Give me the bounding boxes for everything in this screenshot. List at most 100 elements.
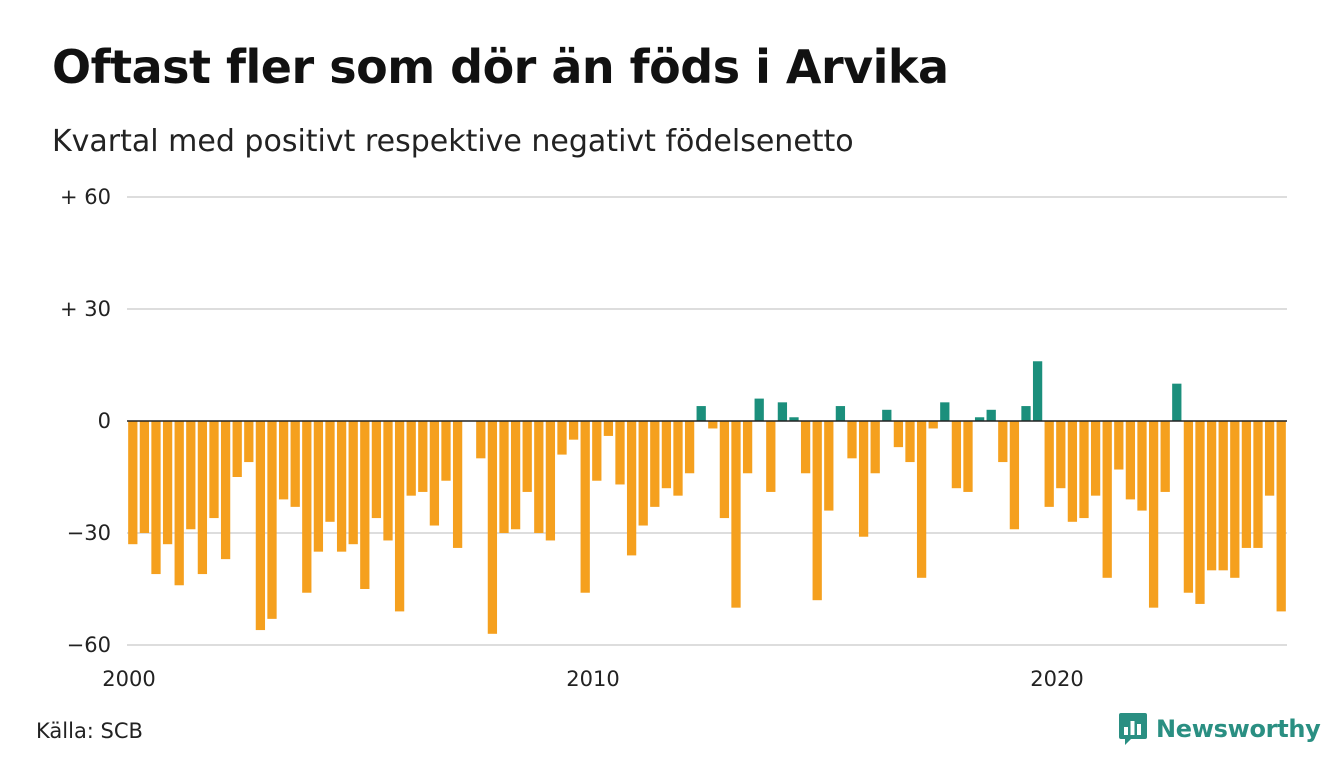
bar-negative [1125,421,1136,500]
bar-negative [661,421,672,489]
bar-negative [905,421,915,463]
bar-positive [986,409,996,421]
bar-negative [545,421,556,541]
bar-negative [174,421,184,586]
bar-negative [870,421,880,474]
bar-negative [255,421,266,631]
y-tick-label: + 60 [60,185,111,209]
bar-negative [638,421,648,526]
bar-negative [1090,421,1101,496]
bar-negative [1276,421,1286,612]
bar-positive [1021,406,1031,421]
brand-name: Newsworthy [1156,715,1321,743]
bar-negative [487,421,498,634]
bar-negative [534,421,544,533]
bar-negative [1183,421,1194,593]
bar-negative [568,421,579,440]
bar-negative [313,421,324,552]
bar-negative [1056,421,1066,489]
bar-negative [441,421,451,481]
bar-negative [371,421,382,519]
y-tick-label: −60 [67,633,111,657]
bar-positive [974,417,985,421]
bar-negative [580,421,590,593]
bar-negative [476,421,486,459]
chart-subtitle: Kvartal med positivt respektive negativt… [52,124,854,159]
bar-negative [1148,421,1159,608]
x-tick-label: 2010 [566,667,619,691]
bar-negative [348,421,358,545]
bar-negative [139,421,150,533]
bar-negative [951,421,962,489]
chart-title: Oftast fler som dör än föds i Arvika [52,40,949,94]
bar-positive [940,402,950,421]
bar-negative [615,421,625,485]
bar-negative [1137,421,1147,511]
bar-negative [290,421,300,507]
bar-positive [1032,361,1043,421]
x-tick-label: 2020 [1030,667,1083,691]
bar-negative [1114,421,1124,470]
bar-negative [1230,421,1240,578]
bar-positive [696,406,706,421]
y-tick-label: −30 [67,521,111,545]
gridlines [127,196,1287,646]
bar-negative [824,421,834,511]
bar-negative [325,421,335,522]
bar-negative [1206,421,1217,571]
bar-negative [128,421,138,545]
bar-negative [684,421,695,474]
bar-negative [963,421,973,492]
bar-negative [1079,421,1089,519]
bar-negative [499,421,509,533]
bar-positive [789,417,799,421]
bar-negative [1009,421,1020,530]
bars [128,361,1286,634]
bar-negative [522,421,532,492]
bar-positive [754,398,764,421]
x-axis: 2000 2010 2020 [102,667,1083,691]
bar-negative [626,421,637,556]
y-tick-label: + 30 [60,297,111,321]
bar-negative [406,421,416,496]
source-note: Källa: SCB [36,719,143,743]
bar-negative [1102,421,1112,578]
bar-negative [360,421,370,589]
bar-positive [882,409,892,421]
bar-negative [603,421,614,436]
bar-negative [812,421,822,601]
bar-negative [186,421,196,530]
bar-negative [162,421,173,545]
brand-logo: Newsworthy [1118,712,1321,746]
bar-negative [731,421,741,608]
bar-negative [151,421,161,575]
bar-negative [418,421,428,492]
bar-negative [557,421,567,455]
x-tick-label: 2000 [102,667,155,691]
bar-negative [302,421,312,593]
bar-negative [1241,421,1252,548]
bar-negative [800,421,811,474]
bar-negative [244,421,254,463]
bar-negative [197,421,208,575]
bar-negative [650,421,660,507]
y-axis: + 60 + 30 0 −30 −60 [60,185,111,657]
bar-negative [719,421,730,519]
bar-positive [777,402,788,421]
bar-negative [1160,421,1170,492]
bar-negative [858,421,869,537]
bar-negative [510,421,521,530]
bar-negative [220,421,231,560]
bar-negative [1067,421,1078,522]
bar-negative [267,421,277,619]
bar-negative [209,421,219,519]
bar-negative [452,421,463,548]
bar-negative [928,421,938,429]
y-tick-label: 0 [98,409,111,433]
bar-negative [394,421,405,612]
bar-negative [742,421,753,474]
bar-negative [1044,421,1054,507]
bar-positive [1172,383,1182,421]
bar-negative [232,421,242,477]
